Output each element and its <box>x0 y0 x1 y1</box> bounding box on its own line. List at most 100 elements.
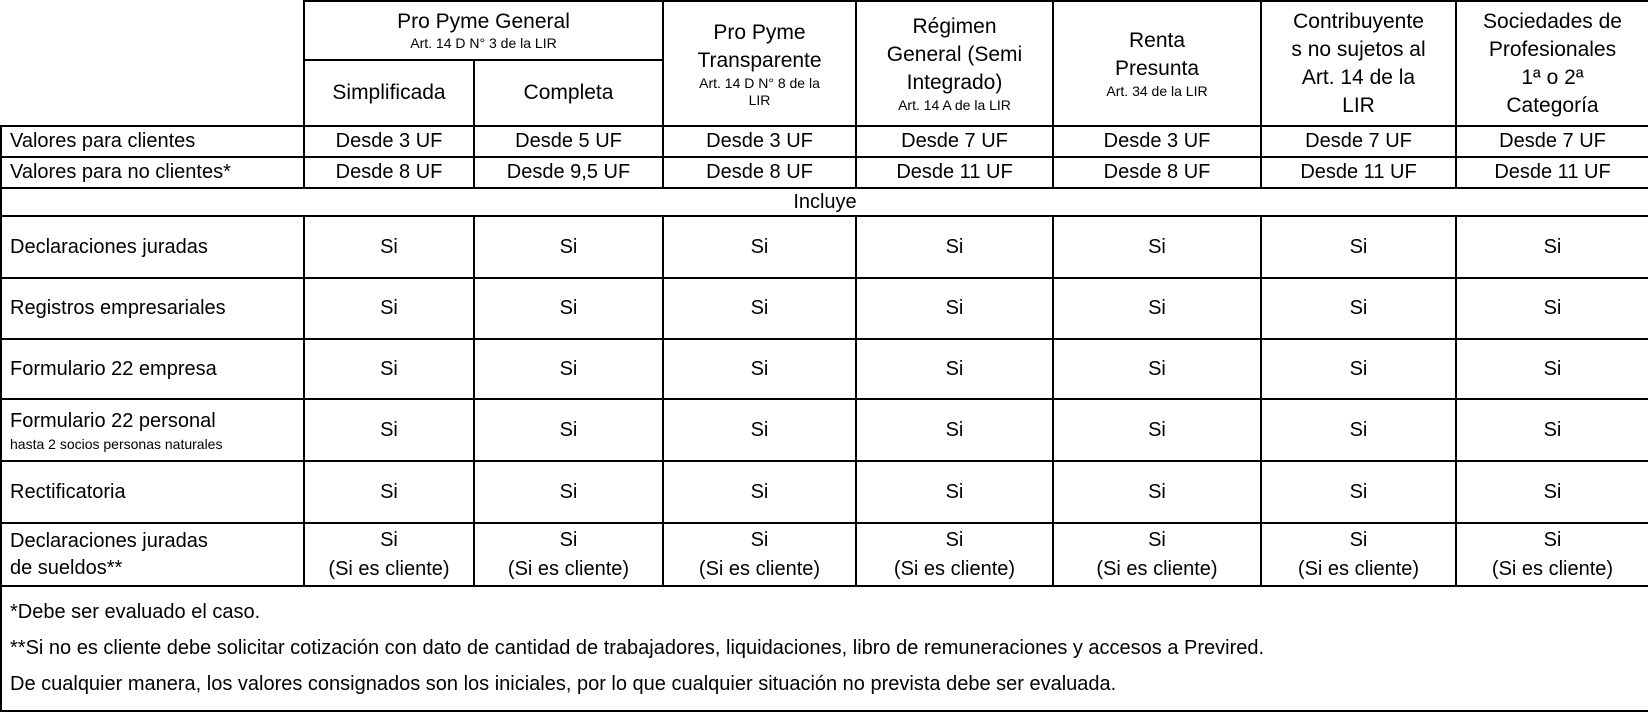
row-sublabel: hasta 2 socios personas naturales <box>10 435 223 452</box>
feature-value-cell: Si <box>473 398 664 462</box>
price-value-cell: Desde 9,5 UF <box>473 156 664 189</box>
feature-value-cell: Si (Si es cliente) <box>1052 522 1262 587</box>
column-header-regimen-general: Régimen General (Semi Integrado) Art. 14… <box>855 0 1054 127</box>
column-header-simplificada: Simplificada <box>303 59 475 127</box>
row-label: Declaraciones juradas <box>0 215 305 279</box>
price-value-cell: Desde 3 UF <box>303 125 475 158</box>
price-value-cell: Desde 7 UF <box>855 125 1054 158</box>
feature-value-cell: Si <box>1052 338 1262 400</box>
row-label: Declaraciones juradas de sueldos** <box>0 522 305 587</box>
column-title: Pro Pyme Transparente <box>697 20 822 72</box>
feature-value-cell: Si <box>662 338 857 400</box>
feature-value-cell: Si <box>473 460 664 524</box>
feature-value-cell: Si <box>1260 215 1457 279</box>
column-subtitle: Art. 14 A de la LIR <box>898 97 1011 113</box>
feature-value-cell: Si <box>662 277 857 340</box>
footnote: **Si no es cliente debe solicitar cotiza… <box>10 637 1265 659</box>
column-group-subtitle: Art. 14 D N° 3 de la LIR <box>410 35 557 51</box>
header-row-top: Pro Pyme General Art. 14 D N° 3 de la LI… <box>1 0 1648 127</box>
column-subtitle: Art. 34 de la LIR <box>1106 83 1208 99</box>
feature-value-cell: Si <box>855 277 1054 340</box>
feature-row: Declaraciones juradas Si Si Si Si Si Si Si <box>0 215 1648 279</box>
column-title: Contribuyente s no sujetos al Art. 14 de… <box>1291 9 1426 117</box>
feature-value-cell: Si (Si es cliente) <box>1455 522 1648 587</box>
price-value-cell: Desde 11 UF <box>1260 156 1457 189</box>
row-label: Rectificatoria <box>0 460 305 524</box>
row-label: Formulario 22 personal hasta 2 socios per… <box>0 398 305 462</box>
price-value-cell: Desde 7 UF <box>1260 125 1457 158</box>
header-row-sub: Simplificada Completa <box>1 59 1648 127</box>
column-header-contribuyentes-no-sujetos: Contribuyente s no sujetos al Art. 14 de… <box>1260 0 1457 127</box>
column-header-completa: Completa <box>473 59 664 127</box>
feature-row: Formulario 22 empresa Si Si Si Si Si Si Si <box>0 338 1648 400</box>
feature-row: Formulario 22 personal hasta 2 socios per… <box>0 398 1648 462</box>
section-row: Incluye <box>0 187 1648 217</box>
feature-value-cell: Si <box>473 277 664 340</box>
feature-row: Declaraciones juradas de sueldos** Si (Si… <box>0 522 1648 587</box>
price-value-cell: Desde 3 UF <box>662 125 857 158</box>
feature-value-cell: Si <box>662 398 857 462</box>
price-value-cell: Desde 8 UF <box>662 156 857 189</box>
feature-value-cell: Si <box>303 398 475 462</box>
price-row: Valores para clientes Desde 3 UF Desde 5 U… <box>0 125 1648 158</box>
feature-value-cell: Si <box>303 338 475 400</box>
footnotes-cell: *Debe ser evaluado el caso. **Si no es cl… <box>0 585 1648 712</box>
price-value-cell: Desde 7 UF <box>1455 125 1648 158</box>
feature-value-cell: Si (Si es cliente) <box>303 522 475 587</box>
feature-value-cell: Si <box>1455 398 1648 462</box>
feature-value-cell: Si <box>1455 277 1648 340</box>
column-title: Renta Presunta <box>1114 29 1200 80</box>
feature-value-cell: Si (Si es cliente) <box>662 522 857 587</box>
feature-value-cell: Si <box>1455 215 1648 279</box>
footnotes-row: *Debe ser evaluado el caso. **Si no es cl… <box>0 585 1648 712</box>
feature-row: Rectificatoria Si Si Si Si Si Si Si <box>0 460 1648 524</box>
feature-value-cell: Si (Si es cliente) <box>473 522 664 587</box>
column-subtitle: Art. 14 D N° 8 de la LIR <box>699 74 820 108</box>
footnote: De cualquier manera, los valores consign… <box>10 673 1117 695</box>
feature-value-cell: Si <box>1052 460 1262 524</box>
price-value-cell: Desde 11 UF <box>1455 156 1648 189</box>
feature-value-cell: Si <box>1260 277 1457 340</box>
feature-value-cell: Si <box>303 215 475 279</box>
column-group-pro-pyme-general: Pro Pyme General Art. 14 D N° 3 de la LI… <box>303 0 664 61</box>
column-title: Régimen General (Semi Integrado) <box>886 15 1023 94</box>
row-label: Formulario 22 empresa <box>0 338 305 400</box>
section-label: Incluye <box>0 187 1648 217</box>
price-value-cell: Desde 11 UF <box>855 156 1054 189</box>
feature-value-cell: Si (Si es cliente) <box>855 522 1054 587</box>
price-value-cell: Desde 3 UF <box>1052 125 1262 158</box>
feature-value-cell: Si <box>303 460 475 524</box>
feature-value-cell: Si <box>473 215 664 279</box>
column-group-title: Pro Pyme General <box>397 10 570 33</box>
feature-value-cell: Si <box>303 277 475 340</box>
feature-value-cell: Si <box>855 338 1054 400</box>
price-value-cell: Desde 5 UF <box>473 125 664 158</box>
feature-value-cell: Si <box>855 215 1054 279</box>
feature-value-cell: Si <box>1455 338 1648 400</box>
feature-value-cell: Si <box>1052 215 1262 279</box>
feature-value-cell: Si <box>1052 277 1262 340</box>
feature-value-cell: Si (Si es cliente) <box>1260 522 1457 587</box>
row-label: Valores para no clientes* <box>0 156 305 189</box>
corner-blank-cell <box>1 1 304 126</box>
feature-value-cell: Si <box>1052 398 1262 462</box>
feature-value-cell: Si <box>1455 460 1648 524</box>
price-value-cell: Desde 8 UF <box>1052 156 1262 189</box>
column-header-pro-pyme-transparente: Pro Pyme Transparente Art. 14 D N° 8 de … <box>662 0 857 127</box>
column-header-renta-presunta: Renta Presunta Art. 34 de la LIR <box>1052 0 1262 127</box>
feature-value-cell: Si <box>662 460 857 524</box>
feature-value-cell: Si <box>1260 338 1457 400</box>
feature-value-cell: Si <box>1260 398 1457 462</box>
column-title: Sociedades de Profesionales 1ª o 2ª Cate… <box>1483 9 1622 117</box>
feature-value-cell: Si <box>473 338 664 400</box>
price-value-cell: Desde 8 UF <box>303 156 475 189</box>
feature-value-cell: Si <box>1260 460 1457 524</box>
feature-value-cell: Si <box>662 215 857 279</box>
feature-value-cell: Si <box>855 460 1054 524</box>
table-body: Valores para clientes Desde 3 UF Desde 5 U… <box>0 125 1648 712</box>
column-header-sociedades-profesionales: Sociedades de Profesionales 1ª o 2ª Cate… <box>1455 0 1648 127</box>
feature-row: Registros empresariales Si Si Si Si Si Si Si <box>0 277 1648 340</box>
feature-value-cell: Si <box>855 398 1054 462</box>
row-label: Valores para clientes <box>0 125 305 158</box>
